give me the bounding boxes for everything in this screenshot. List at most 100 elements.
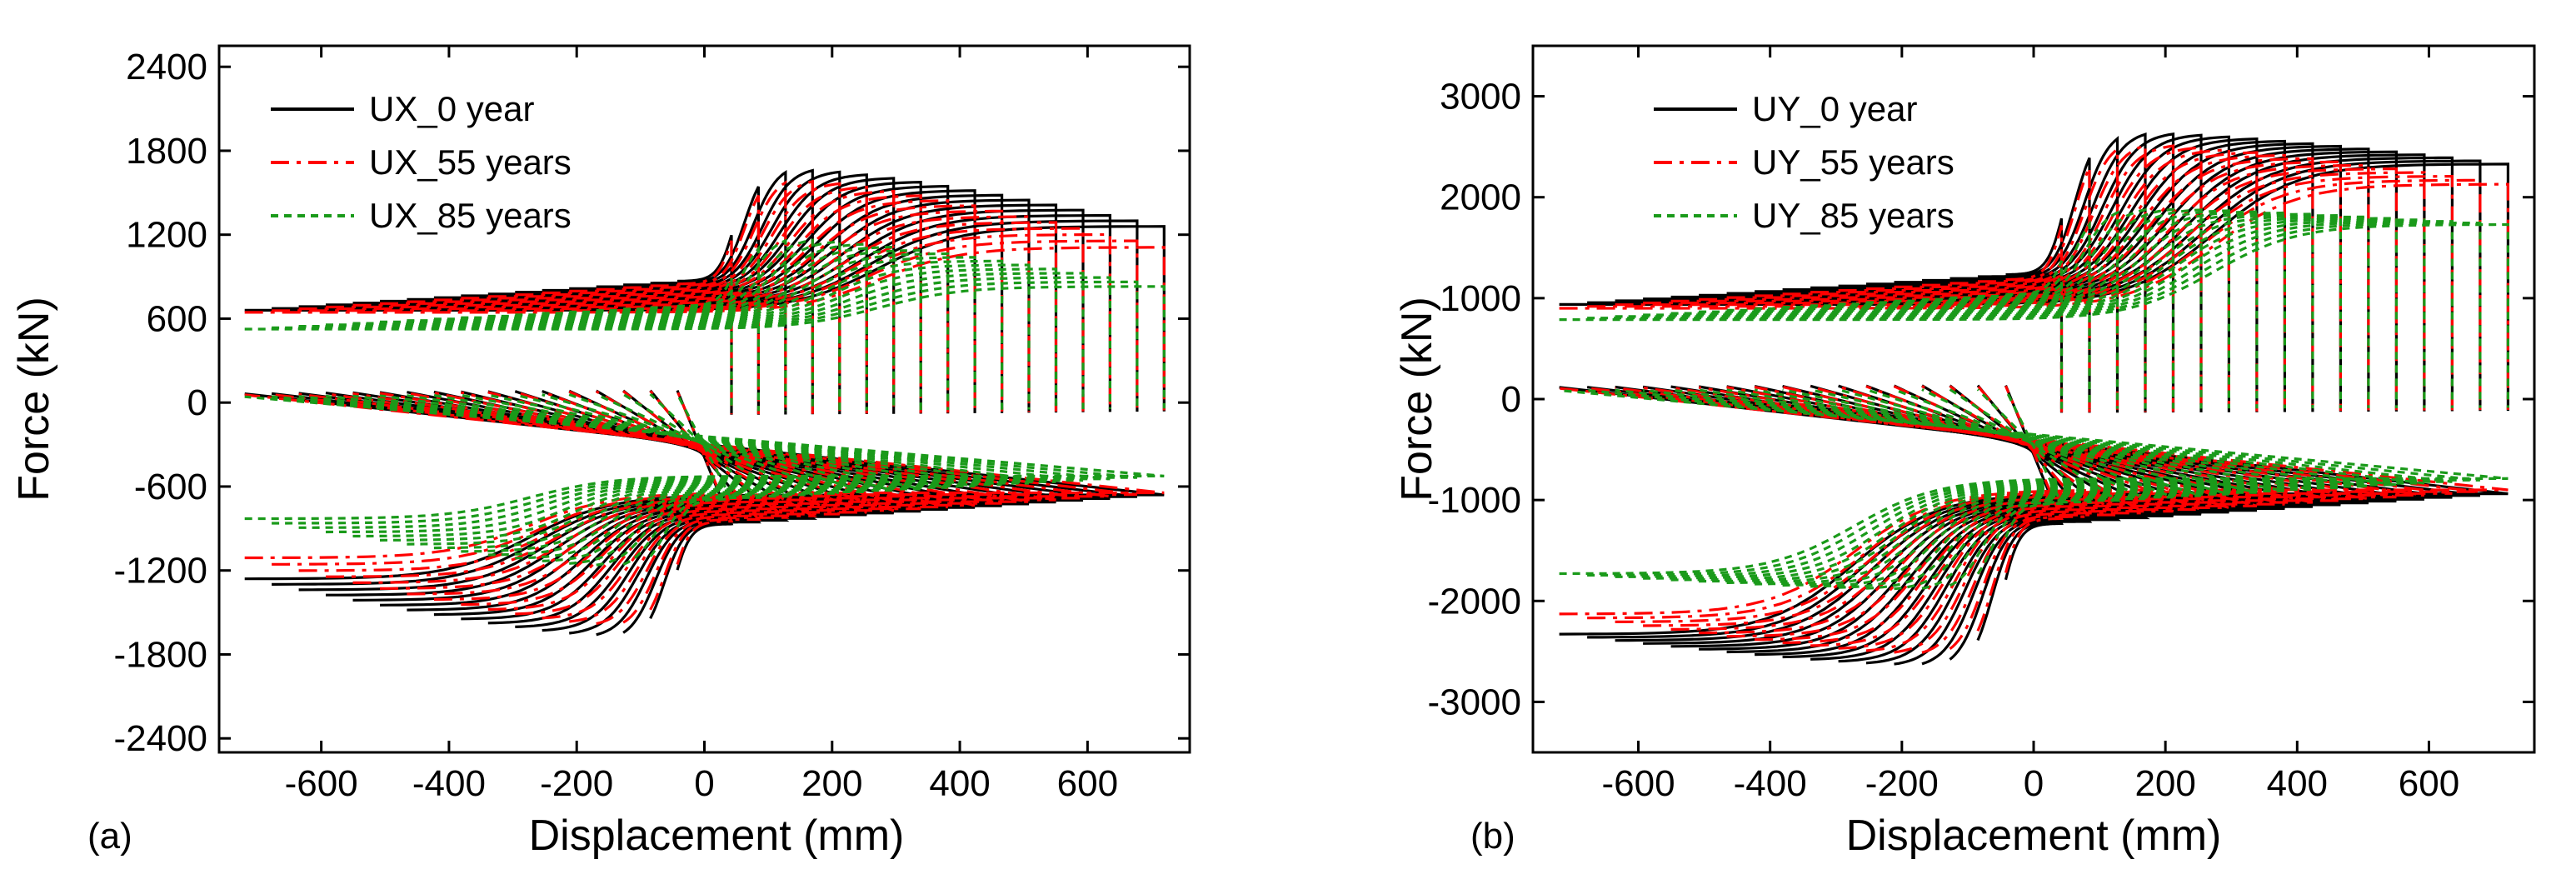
curves <box>1559 132 2509 666</box>
series-uy-85-years <box>1559 207 2509 591</box>
y-tick-label: 2400 <box>126 47 207 87</box>
hysteresis-loop <box>622 170 790 634</box>
hysteresis-loop <box>298 276 1111 529</box>
hysteresis-loop <box>2004 217 2064 581</box>
legend-label: UX_55 years <box>369 142 572 182</box>
y-tick-label: -2000 <box>1427 581 1521 622</box>
x-axis-title: Displacement (mm) <box>529 812 905 860</box>
x-tick-label: 400 <box>929 763 990 804</box>
series-ux-85-years <box>244 238 1166 567</box>
series-uy-55-years <box>1559 143 2509 654</box>
x-tick-label: -400 <box>1734 763 1807 804</box>
panel-label: (a) <box>87 816 132 857</box>
y-tick-label: 2000 <box>1440 177 1521 218</box>
hysteresis-loop <box>1586 222 2482 577</box>
panel-label: (b) <box>1470 816 1515 857</box>
hysteresis-loop <box>595 168 818 637</box>
hysteresis-loop <box>1670 217 2398 582</box>
hysteresis-loop <box>487 194 922 612</box>
hysteresis-loop <box>298 232 1111 572</box>
hysteresis-loop <box>325 272 1085 534</box>
hysteresis-loop <box>649 244 762 557</box>
legend-label: UY_0 year <box>1752 89 1917 128</box>
hysteresis-loop <box>1810 210 2259 588</box>
legend-label: UX_85 years <box>369 196 572 235</box>
x-tick-label: 400 <box>2267 763 2328 804</box>
hysteresis-loop <box>433 256 976 550</box>
y-tick-label: 1000 <box>1440 278 1521 319</box>
hysteresis-loop <box>1921 143 2151 654</box>
chart-panel-b: -600 -400 -200 0 200 400 600-3000-2000-1000010… <box>1393 44 2536 860</box>
hysteresis-loop <box>676 240 734 565</box>
hysteresis-loop <box>568 182 841 623</box>
hysteresis-loop <box>1865 208 2203 590</box>
hysteresis-loop <box>1670 167 2398 631</box>
hysteresis-loop <box>1698 215 2370 583</box>
hysteresis-loop <box>1810 151 2259 647</box>
legend-label: UY_55 years <box>1752 142 1954 182</box>
y-axis-title: Force (kN) <box>10 297 58 502</box>
legend: UY_0 year UY_55 years UY_85 years <box>1654 89 1954 235</box>
hysteresis-loop <box>352 267 1058 538</box>
y-tick-label: 600 <box>147 298 207 339</box>
x-tick-label: -400 <box>412 763 486 804</box>
hysteresis-loop <box>460 199 950 607</box>
y-tick-label: -2400 <box>113 718 207 759</box>
hysteresis-loop <box>2004 260 2064 538</box>
hysteresis-loop <box>407 209 1004 596</box>
hysteresis-loop <box>461 252 950 553</box>
hysteresis-loop <box>649 194 761 611</box>
hysteresis-loop <box>514 189 896 616</box>
hysteresis-loop <box>407 259 1004 546</box>
legend-label: UX_0 year <box>369 89 534 128</box>
hysteresis-loop <box>1642 171 2426 627</box>
y-axis-title: Force (kN) <box>1393 297 1441 502</box>
x-tick-label: 600 <box>2399 763 2459 804</box>
hysteresis-loop <box>1921 207 2147 590</box>
hysteresis-loop <box>1782 211 2286 587</box>
hysteresis-loop <box>542 242 868 562</box>
hysteresis-loop <box>1615 220 2454 578</box>
x-tick-label: 0 <box>2024 763 2044 804</box>
hysteresis-loop <box>568 170 841 635</box>
hysteresis-loop <box>1949 146 2122 651</box>
hysteresis-loop <box>1893 144 2175 654</box>
y-tick-label: 0 <box>187 382 207 423</box>
y-tick-label: 1800 <box>126 131 207 172</box>
y-tick-label: -1200 <box>113 551 207 592</box>
hysteresis-loop <box>244 285 1166 521</box>
hysteresis-loop <box>1754 212 2314 586</box>
y-tick-label: -3000 <box>1427 682 1521 722</box>
hysteresis-loop <box>1865 146 2203 652</box>
hysteresis-loop <box>1949 210 2122 587</box>
hysteresis-loop <box>514 245 896 560</box>
hysteresis-loop <box>1642 218 2426 580</box>
hysteresis-loop <box>676 277 734 528</box>
legend: UX_0 year UX_55 years UX_85 years <box>271 89 572 235</box>
hysteresis-loop <box>622 180 790 624</box>
hysteresis-loop <box>352 221 1058 584</box>
hysteresis-loop <box>1976 219 2093 575</box>
hysteresis-loop <box>2004 225 2064 573</box>
hysteresis-loop <box>433 204 976 602</box>
hysteresis-loop <box>487 248 922 557</box>
hysteresis-loop <box>1559 182 2509 616</box>
x-tick-label: 0 <box>694 763 714 804</box>
hysteresis-loop <box>676 234 734 571</box>
legend-label: UY_85 years <box>1752 196 1954 235</box>
hysteresis-loop <box>1782 153 2286 645</box>
y-tick-label: -1000 <box>1427 480 1521 521</box>
y-tick-label: -1800 <box>113 634 207 675</box>
hysteresis-loop <box>1838 148 2230 650</box>
hysteresis-loop <box>596 238 814 567</box>
y-tick-label: 3000 <box>1440 77 1521 117</box>
x-axis-title: Displacement (mm) <box>1846 812 2222 860</box>
hysteresis-loop <box>271 280 1139 525</box>
hysteresis-loop <box>1838 209 2230 589</box>
x-tick-label: -600 <box>1601 763 1675 804</box>
x-tick-label: -600 <box>285 763 358 804</box>
x-tick-label: 200 <box>2134 763 2195 804</box>
x-tick-label: 200 <box>801 763 862 804</box>
hysteresis-loop <box>379 215 1031 590</box>
